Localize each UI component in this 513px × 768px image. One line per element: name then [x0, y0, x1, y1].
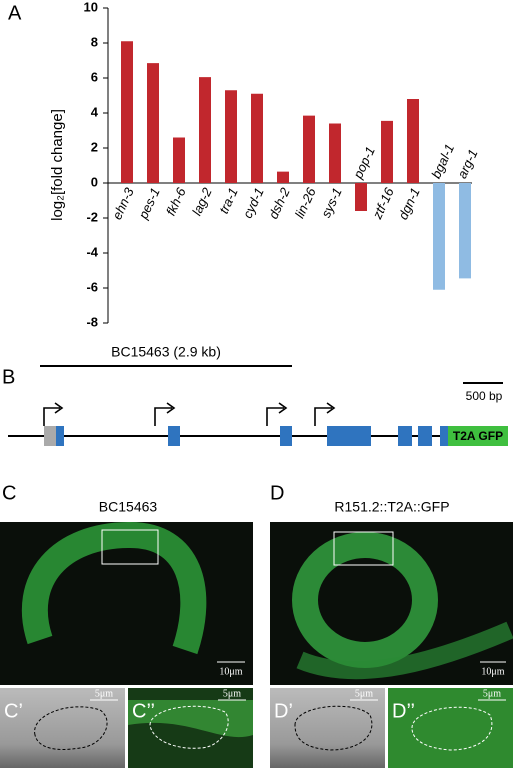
- x-tick-label: lin-26: [292, 185, 319, 221]
- x-tick-label: pop-1: [350, 144, 378, 181]
- panel-title: R151.2::T2A::GFP: [334, 499, 449, 515]
- outline: [411, 706, 493, 751]
- dic-image: [270, 688, 385, 768]
- bar: [173, 137, 185, 183]
- scale-label: 10μm: [481, 666, 504, 677]
- y-tick-label: 8: [91, 34, 98, 49]
- scale-label: 5μm: [95, 688, 113, 699]
- outline: [294, 705, 373, 751]
- worm: [296, 621, 513, 680]
- panel-letter: D: [270, 482, 284, 504]
- fragment-label: BC15463 (2.9 kb): [111, 344, 221, 360]
- x-tick-label: ztf-16: [369, 185, 397, 222]
- y-tick-label: -6: [86, 279, 98, 294]
- panel-letter: C: [2, 482, 16, 504]
- scale-label: 5μm: [223, 688, 241, 699]
- gene-model: [8, 402, 508, 446]
- outline: [149, 705, 229, 749]
- bar: [225, 90, 237, 183]
- y-tick-label: 4: [91, 104, 99, 119]
- x-tick-label: dgn-1: [395, 185, 423, 221]
- bar: [251, 93, 263, 183]
- x-tick-label: arg-1: [454, 147, 480, 181]
- panel-title: BC15463: [99, 499, 158, 515]
- bar: [329, 123, 341, 183]
- x-tick-label: cyd-1: [240, 185, 267, 220]
- sub-letter: D’: [274, 700, 293, 722]
- x-tick-label: fkh-6: [163, 185, 189, 218]
- y-tick-label: 6: [91, 69, 98, 84]
- bar: [355, 183, 367, 211]
- bar: [381, 120, 393, 183]
- panel-letter: A: [8, 2, 22, 24]
- bar: [277, 171, 289, 183]
- bar: [147, 63, 159, 183]
- gfp-signal: [128, 700, 253, 738]
- scale-label: 5μm: [355, 688, 373, 699]
- x-tick-label: tra-1: [216, 185, 241, 216]
- x-tick-label: lag-2: [189, 185, 215, 218]
- y-axis-label: log₂[fold change]: [49, 109, 66, 221]
- outline: [34, 706, 108, 750]
- sub-letter: C’: [4, 700, 23, 722]
- x-tick-label: sys-1: [318, 185, 345, 219]
- bar: [459, 183, 471, 279]
- gfp-label: T2A GFP: [453, 429, 503, 443]
- sub-letter: C’’: [132, 700, 155, 722]
- scale-label: 500 bp: [466, 389, 503, 403]
- x-tick-label: dsh-2: [265, 185, 293, 222]
- bar: [433, 183, 445, 290]
- bar: [303, 115, 315, 183]
- inset-box: [333, 531, 394, 566]
- worm: [22, 521, 207, 655]
- scale-label: 5μm: [483, 688, 501, 699]
- scale-label: 10μm: [219, 666, 242, 677]
- bar: [121, 41, 133, 183]
- bar: [199, 77, 211, 183]
- y-tick-label: -8: [86, 314, 98, 329]
- x-tick-label: pes-1: [135, 185, 163, 222]
- y-tick-label: 2: [91, 139, 98, 154]
- y-tick-label: 10: [84, 0, 98, 14]
- dic-image: [0, 688, 125, 768]
- gfp-image: [388, 688, 513, 768]
- y-tick-label: -4: [86, 244, 98, 259]
- sub-letter: D’’: [392, 700, 415, 722]
- bar: [407, 99, 419, 183]
- worm: [292, 532, 438, 668]
- x-tick-label: ehn-3: [109, 185, 137, 222]
- inset-box: [101, 529, 159, 565]
- y-tick-label: -2: [86, 209, 98, 224]
- x-tick-label: bgal-1: [428, 142, 457, 181]
- y-tick-label: 0: [91, 174, 98, 189]
- panel-letter: B: [2, 366, 15, 388]
